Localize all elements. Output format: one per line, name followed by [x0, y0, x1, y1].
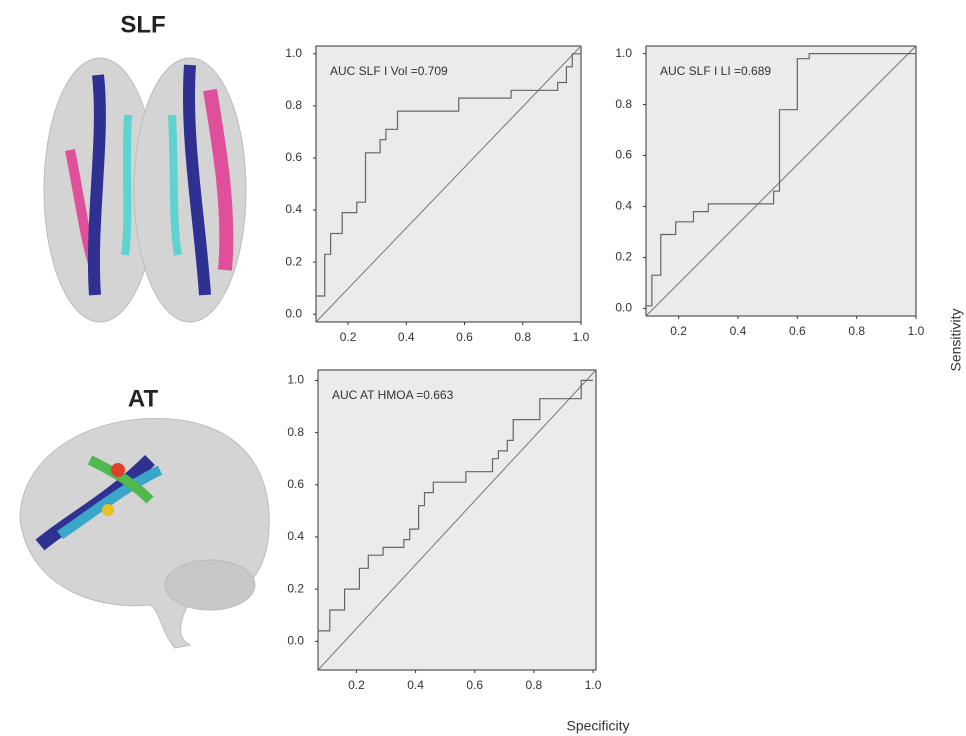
y-tick-label: 0.6: [615, 148, 632, 162]
y-tick-label: 0.2: [615, 250, 632, 264]
figure: SLF AT Specificity Sensitivity 0.0 0.2 0.4…: [0, 0, 966, 736]
auc-annotation: AUC SLF I LI =0.689: [660, 64, 771, 78]
x-tick-label: 0.4: [398, 330, 415, 344]
x-tick-label: 0.2: [670, 324, 687, 338]
y-tick-label: 0.2: [285, 254, 302, 268]
y-tick-label: 0.2: [287, 581, 304, 595]
brain-side-view: [20, 418, 269, 648]
y-tick-label: 0.0: [285, 306, 302, 320]
x-tick-label: 1.0: [573, 330, 590, 344]
y-tick-label: 0.4: [615, 199, 632, 213]
y-tick-label: 0.4: [285, 202, 302, 216]
y-tick-label: 1.0: [615, 46, 632, 60]
x-tick-label: 0.6: [789, 324, 806, 338]
x-tick-label: 0.8: [848, 324, 865, 338]
x-tick-label: 0.4: [407, 678, 424, 692]
x-axis-label: Specificity: [566, 718, 629, 734]
row-label: SLF: [120, 11, 165, 38]
row-label: AT: [128, 385, 159, 412]
x-tick-label: 0.2: [340, 330, 357, 344]
x-tick-label: 0.4: [730, 324, 747, 338]
x-tick-label: 1.0: [585, 678, 602, 692]
y-tick-label: 1.0: [287, 373, 304, 387]
y-tick-label: 0.6: [287, 477, 304, 491]
y-tick-label: 0.8: [615, 97, 632, 111]
x-tick-label: 0.8: [526, 678, 543, 692]
x-tick-label: 1.0: [908, 324, 925, 338]
y-tick-label: 0.8: [287, 425, 304, 439]
brain-top-view: [44, 58, 246, 322]
x-tick-label: 0.8: [514, 330, 531, 344]
y-tick-label: 0.0: [287, 633, 304, 647]
y-axis-label: Sensitivity: [948, 308, 964, 371]
auc-annotation: AUC SLF I Vol =0.709: [330, 64, 448, 78]
y-tick-label: 0.8: [285, 98, 302, 112]
y-tick-label: 0.0: [615, 301, 632, 315]
x-tick-label: 0.6: [456, 330, 473, 344]
x-tick-label: 0.2: [348, 678, 365, 692]
y-tick-label: 1.0: [285, 46, 302, 60]
y-tick-label: 0.4: [287, 529, 304, 543]
y-tick-label: 0.6: [285, 150, 302, 164]
x-tick-label: 0.6: [466, 678, 483, 692]
auc-annotation: AUC AT HMOA =0.663: [332, 388, 454, 402]
